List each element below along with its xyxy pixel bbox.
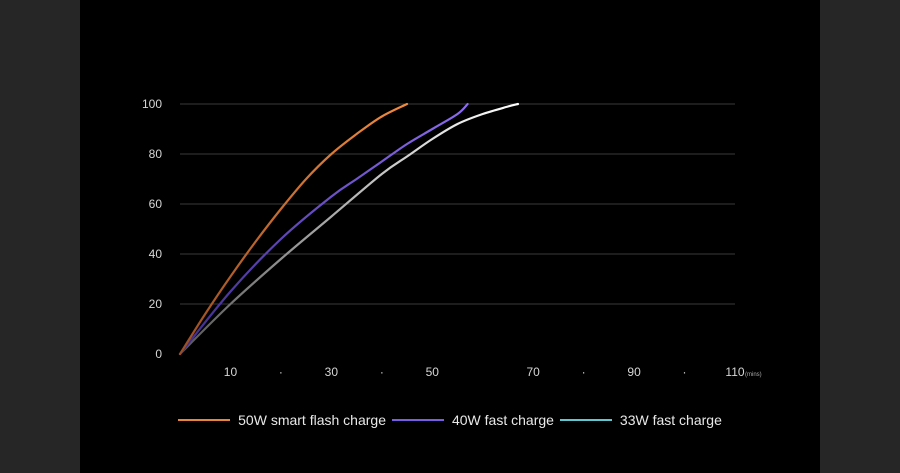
x-axis-unit: (mins)	[745, 372, 762, 378]
legend-label-33w: 33W fast charge	[619, 412, 722, 428]
y-tick-label: 80	[149, 147, 163, 161]
legend-item-50w: 50W smart flash charge	[178, 412, 386, 428]
y-tick-label: 100	[142, 97, 162, 111]
chart-panel: 0 20 40 60 80 100 10 · 30 · 50 70 · 90 · 110 (mins) 50…	[80, 0, 820, 473]
series-lines	[178, 102, 520, 356]
series-line-33w	[178, 102, 520, 356]
legend-label-40w: 40W fast charge	[451, 412, 554, 428]
x-tick-label: 30	[325, 365, 339, 379]
legend-item-40w: 40W fast charge	[391, 412, 554, 428]
charging-curve-chart: 0 20 40 60 80 100 10 · 30 · 50 70 · 90 · 110 (mins)	[142, 97, 762, 379]
x-tick-label: 50	[426, 365, 440, 379]
x-tick-label: 10	[224, 365, 238, 379]
gridlines	[180, 103, 735, 305]
legend-item-33w: 33W fast charge	[559, 412, 722, 428]
legend: 50W smart flash charge 40W fast charge 3…	[80, 405, 820, 435]
legend-swatch-33w	[559, 419, 612, 421]
y-tick-label: 40	[149, 247, 163, 261]
x-tick-label: ·	[279, 365, 283, 379]
legend-label-50w: 50W smart flash charge	[238, 412, 386, 428]
series-line-50w	[178, 102, 409, 356]
y-tick-label: 20	[149, 297, 163, 311]
x-tick-label: ·	[683, 365, 687, 379]
x-tick-label: ·	[380, 365, 384, 379]
y-axis-ticks: 0 20 40 60 80 100	[142, 97, 162, 361]
x-axis-ticks: 10 · 30 · 50 70 · 90 · 110	[224, 365, 745, 379]
x-tick-label: 70	[527, 365, 541, 379]
x-tick-label: ·	[582, 365, 586, 379]
x-tick-label: 110	[725, 365, 744, 379]
y-tick-label: 0	[155, 347, 162, 361]
x-tick-label: 90	[627, 365, 641, 379]
legend-swatch-50w	[178, 419, 231, 421]
y-tick-label: 60	[149, 197, 163, 211]
series-line-40w	[178, 102, 469, 356]
legend-swatch-40w	[391, 419, 444, 421]
